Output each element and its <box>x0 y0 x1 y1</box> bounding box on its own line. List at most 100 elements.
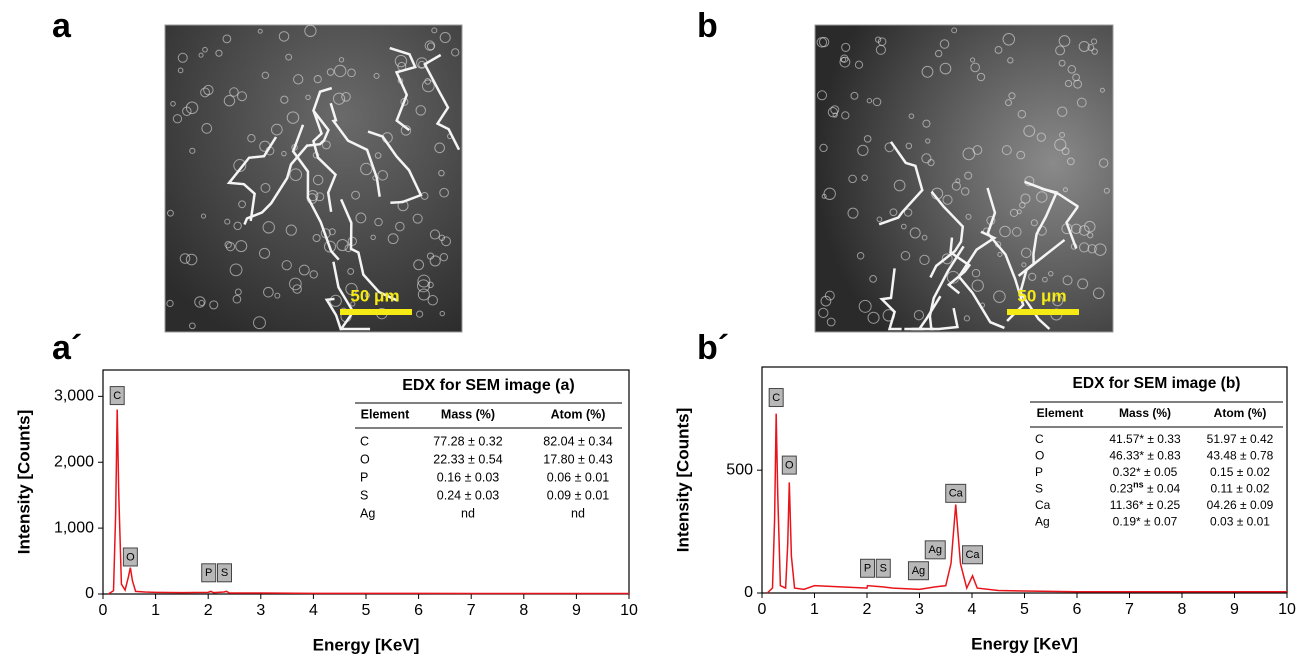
sem-texture <box>857 144 869 157</box>
table-cell: P <box>360 470 368 484</box>
sem-texture <box>345 282 358 296</box>
sem-texture <box>340 198 399 302</box>
panel-label: a´ <box>52 329 82 367</box>
sem-texture <box>832 112 838 118</box>
x-tick-label: 3 <box>256 602 265 619</box>
sem-texture <box>970 57 976 63</box>
sem-texture <box>416 279 430 293</box>
x-tick-label: 1 <box>151 602 160 619</box>
sem-texture <box>820 295 832 307</box>
sem-texture <box>925 138 931 144</box>
peak-label: Ag <box>912 565 925 577</box>
sem-texture <box>994 46 1003 54</box>
sem-texture <box>336 238 349 252</box>
sem-texture <box>387 233 399 245</box>
sem-texture <box>198 52 204 58</box>
sem-texture <box>900 223 907 230</box>
panel-label: b´ <box>697 329 729 367</box>
sem-texture <box>1087 244 1097 254</box>
table-cell: O <box>360 452 370 466</box>
sem-texture <box>209 300 219 310</box>
sem-texture <box>866 98 873 104</box>
sem-texture <box>329 294 342 307</box>
sem-texture <box>830 105 840 115</box>
table-cell: 0.09 ± 0.01 <box>547 488 610 502</box>
table-cell: 0.16 ± 0.03 <box>437 470 500 484</box>
sem-texture <box>329 102 381 197</box>
sem-texture <box>185 253 198 266</box>
sem-texture <box>233 221 242 231</box>
sem-texture <box>856 252 865 260</box>
sem-texture <box>1098 158 1109 168</box>
sem-texture <box>942 194 953 205</box>
table-cell: Ca <box>1035 498 1051 512</box>
sem-texture <box>921 65 934 78</box>
sem-texture <box>424 40 436 51</box>
sem-texture <box>429 229 441 240</box>
peak-label: P <box>205 567 212 579</box>
sem-texture <box>999 225 1011 238</box>
sem-texture <box>360 162 373 176</box>
sem-texture <box>293 74 304 85</box>
spectrum-line <box>766 413 1287 594</box>
table-cell: 0.06 ± 0.01 <box>547 470 610 484</box>
sem-texture <box>1062 187 1068 193</box>
sem-texture <box>1054 138 1067 151</box>
sem-texture <box>351 190 360 200</box>
sem-texture <box>229 263 243 277</box>
x-tick-label: 3 <box>915 601 924 618</box>
table-header: Element <box>1037 406 1084 420</box>
table-cell-part: ns <box>1133 480 1144 490</box>
table-cell: 77.28 ± 0.32 <box>433 434 502 448</box>
sem-texture <box>280 95 289 104</box>
table-cell: C <box>1035 432 1044 446</box>
sem-texture <box>439 310 445 317</box>
sem-texture <box>1087 44 1095 52</box>
peak-label-box <box>907 561 929 581</box>
sem-texture <box>439 31 451 44</box>
sem-texture <box>941 253 953 265</box>
sem-texture <box>951 27 958 34</box>
sem-texture <box>1058 35 1071 47</box>
sem-texture <box>305 94 311 101</box>
sem-texture <box>861 174 868 182</box>
spectrum-line <box>107 409 629 595</box>
sem-texture <box>260 182 271 193</box>
sem-texture <box>374 217 383 227</box>
sem-texture <box>423 53 461 151</box>
sem-texture <box>1030 219 1038 227</box>
sem-texture <box>817 90 828 101</box>
peak-label-box <box>875 558 891 578</box>
sem-texture <box>374 152 382 159</box>
peak-label-box <box>217 563 233 583</box>
sem-texture <box>1103 187 1110 194</box>
table-cell: 11.36* ± 0.25 <box>1110 498 1181 512</box>
sem-texture <box>858 299 872 313</box>
sem-texture <box>438 169 445 177</box>
table-cell: 0.11 ± 0.02 <box>1210 482 1269 496</box>
panel-label: a <box>52 7 72 45</box>
sem-texture <box>292 284 302 294</box>
sem-texture <box>1087 232 1094 239</box>
sem-texture <box>323 240 336 253</box>
sem-texture <box>1001 145 1012 156</box>
sem-texture <box>229 87 239 97</box>
sem-texture <box>312 233 321 243</box>
sem-texture <box>946 237 972 295</box>
y-tick-label: 2,000 <box>54 453 94 470</box>
table-title: EDX for SEM image (a) <box>402 377 574 394</box>
sem-texture <box>285 53 293 61</box>
sem-texture <box>909 227 921 239</box>
sem-texture <box>315 192 325 202</box>
sem-texture <box>900 250 911 261</box>
sem-texture <box>223 95 236 107</box>
sem-texture <box>247 134 256 143</box>
peak-label-box <box>768 388 784 408</box>
sem-texture <box>313 75 322 84</box>
x-tick-label: 6 <box>414 602 423 619</box>
sem-texture <box>893 179 906 192</box>
sem-texture <box>262 221 275 234</box>
sem-texture <box>962 147 976 161</box>
sem-texture <box>355 212 367 224</box>
peak-label: Ca <box>949 488 964 500</box>
